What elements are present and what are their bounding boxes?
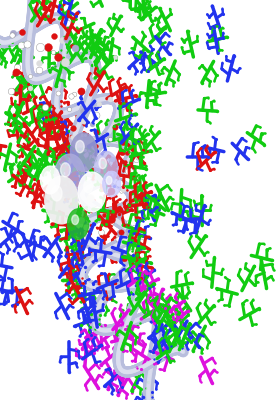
Circle shape bbox=[84, 180, 93, 193]
Circle shape bbox=[40, 166, 60, 194]
Circle shape bbox=[68, 209, 89, 239]
Circle shape bbox=[51, 186, 62, 201]
Circle shape bbox=[103, 171, 121, 197]
Circle shape bbox=[99, 158, 107, 169]
Circle shape bbox=[78, 172, 106, 212]
Circle shape bbox=[61, 163, 70, 177]
Circle shape bbox=[76, 140, 84, 153]
Circle shape bbox=[45, 176, 78, 224]
Circle shape bbox=[106, 176, 112, 184]
Circle shape bbox=[70, 133, 97, 171]
Circle shape bbox=[72, 215, 79, 225]
Circle shape bbox=[44, 172, 50, 180]
Circle shape bbox=[54, 154, 85, 198]
Circle shape bbox=[94, 151, 118, 185]
